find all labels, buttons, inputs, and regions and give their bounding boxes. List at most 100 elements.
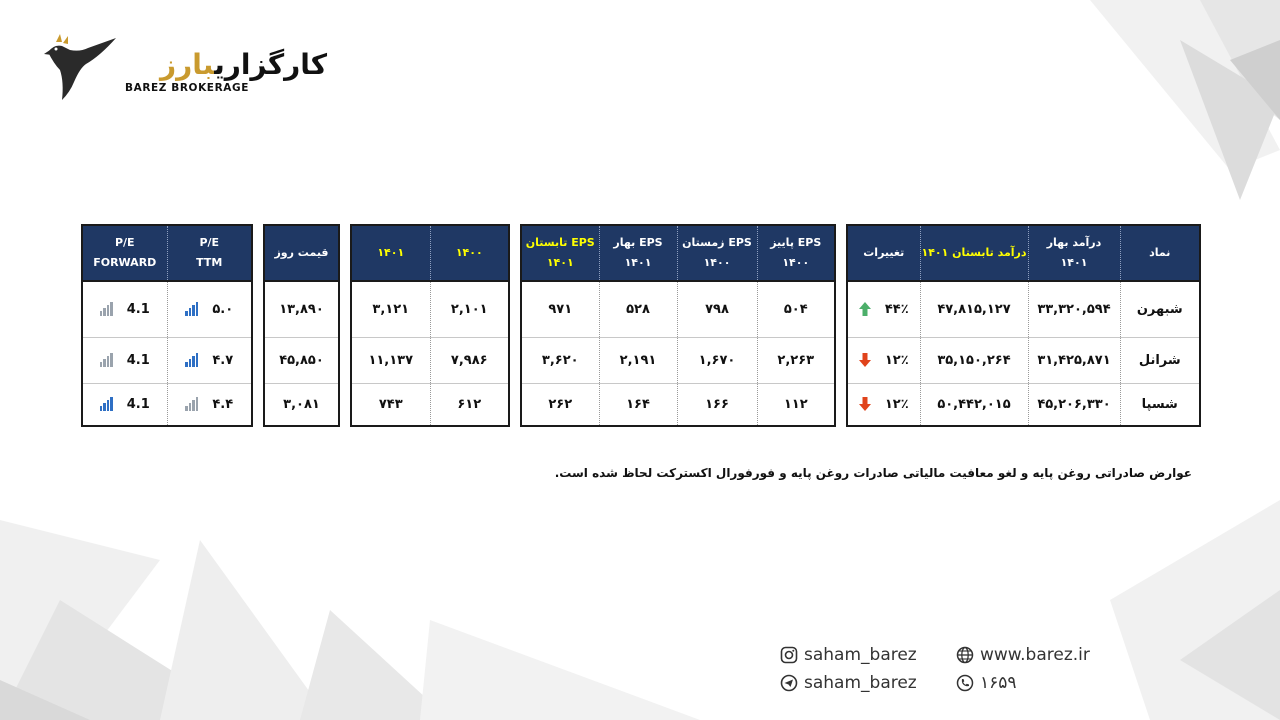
eps-cell: ۵۲۸ [598,280,678,337]
header-year-1401: ۱۴۰۱ [350,225,431,281]
eps-cell: ۱,۶۷۰ [676,336,758,383]
summer-revenue-cell: ۵۰,۴۴۲,۰۱۵ [919,382,1029,426]
symbol-cell: شبهرن [1119,280,1201,337]
pe-forward-cell: 4.1 [81,336,168,383]
yearly-table: ۱۴۰۰ ۱۴۰۱ ۲,۱۰۱ ۳,۱۲۱ ۷,۹۸۶ ۱۱,۱۳۷ ۶۱۲ ۷… [350,224,510,427]
website-contact[interactable]: www.barez.ir [956,645,1090,665]
table-row: ۲,۲۶۳ ۱,۶۷۰ ۲,۱۹۱ ۳,۶۲۰ [520,336,836,383]
phone-icon [956,674,974,692]
pe-forward-cell: 4.1 [81,280,168,337]
price-table: قیمت روز ۱۳,۸۹۰ ۴۵,۸۵۰ ۳,۰۸۱ [263,224,340,427]
arrow-down-icon [858,353,871,367]
telegram-icon [780,674,798,692]
header-eps-summer: EPS تابستان ۱۴۰۱ [520,225,600,281]
year-cell: ۱۱,۱۳۷ [350,336,431,383]
bar-chart-bar [192,305,195,317]
brand-name-en: BAREZ BROKERAGE [125,82,249,94]
eps-cell: ۳,۶۲۰ [520,336,600,383]
table-row: ۱۳,۸۹۰ [263,280,340,337]
year-cell: ۳,۱۲۱ [350,280,431,337]
change-value: ۱۲٪ [884,396,909,412]
symbol-cell: شسپا [1119,382,1201,426]
bar-chart-bar [195,353,199,367]
eps-cell: ۲۶۲ [520,382,600,426]
bar-chart-bar [188,403,192,412]
header-pe-ttm: P/E TTM [166,225,253,281]
bar-chart-bar [110,353,113,367]
phone-contact[interactable]: ۱۶۵۹ [956,673,1017,693]
instagram-icon [780,646,798,664]
summer-revenue-cell: ۳۵,۱۵۰,۲۶۴ [919,336,1029,383]
bar-chart-bar [185,406,188,412]
header-symbol: نماد [1119,225,1201,281]
header-change: تغییرات [846,225,921,281]
table-row: ۲,۱۰۱ ۳,۱۲۱ [350,280,510,337]
bar-chart-icon [185,302,199,317]
year-cell: ۲,۱۰۱ [429,280,510,337]
brand-name-fa-main: کارگزاری [214,48,328,81]
table-row: ۵۰۴ ۷۹۸ ۵۲۸ ۹۷۱ [520,280,836,337]
price-cell: ۱۳,۸۹۰ [263,280,340,337]
year-cell: ۶۱۲ [429,382,510,426]
table-row: ۶۱۲ ۷۴۳ [350,382,510,426]
bar-chart-bar [106,356,110,367]
globe-icon [956,646,974,664]
bar-chart-bar [103,359,106,367]
change-value: ۱۲٪ [884,352,909,368]
bar-chart-bar [103,403,106,412]
eps-cell: ۲,۲۶۳ [756,336,836,383]
year-cell: ۷۴۳ [350,382,431,426]
price-cell: ۴۵,۸۵۰ [263,336,340,383]
price-cell: ۳,۰۸۱ [263,382,340,426]
telegram-contact[interactable]: saham_barez [780,673,917,693]
instagram-contact[interactable]: saham_barez [780,645,917,665]
bar-chart-bar [106,305,110,317]
eps-cell: ۵۰۴ [756,280,836,337]
telegram-handle: saham_barez [804,673,917,693]
revenue-table: نماد درآمد بهار ۱۴۰۱ درآمد تابستان ۱۴۰۱ ت… [846,224,1201,427]
bar-chart-bar [188,359,192,367]
bar-chart-bar [192,400,195,412]
instagram-handle: saham_barez [804,645,917,665]
eps-cell: ۷۹۸ [676,280,758,337]
arrow-down-icon [858,397,871,412]
table-row: ۴.۷ 4.1 [81,336,253,383]
bar-chart-bar [195,302,199,317]
bar-chart-icon [99,302,113,317]
bar-chart-bar [192,356,195,367]
change-cell: ۴۴٪ [846,280,921,337]
bar-chart-bar [99,406,103,412]
header-eps-spring: EPS بهار ۱۴۰۱ [598,225,678,281]
table-row: ۱۱۲ ۱۶۶ ۱۶۴ ۲۶۲ [520,382,836,426]
phone-number: ۱۶۵۹ [980,673,1017,693]
brand-name-fa: کارگزاریبارز [160,48,327,82]
footnote: عوارض صادراتی روغن پایه و لغو معافیت مال… [554,466,1192,480]
bar-chart-bar [110,397,113,412]
change-cell: ۱۲٪ [846,336,921,383]
table-row: ۳,۰۸۱ [263,382,340,426]
table-row: ۴.۴ 4.1 [81,382,253,426]
pe-ttm-cell: ۴.۷ [166,336,253,383]
header-spring-revenue: درآمد بهار ۱۴۰۱ [1027,225,1121,281]
bar-chart-icon [99,397,113,412]
change-cell: ۱۲٪ [846,382,921,426]
pe-ttm-cell: ۵.۰ [166,280,253,337]
bar-chart-bar [188,308,192,317]
pe-ttm-cell: ۴.۴ [166,382,253,426]
header-pe-forward: P/E FORWARD [81,225,168,281]
symbol-cell: شرانل [1119,336,1201,383]
bar-chart-bar [195,397,199,412]
spring-revenue-cell: ۳۱,۴۲۵,۸۷۱ [1027,336,1121,383]
pe-table: P/E TTM P/E FORWARD ۵.۰ 4.1 ۴.۷ 4.1 ۴.۴ 4.… [81,224,253,427]
summer-revenue-cell: ۴۷,۸۱۵,۱۲۷ [919,280,1029,337]
eps-cell: ۱۶۶ [676,382,758,426]
eps-cell: ۱۱۲ [756,382,836,426]
header-eps-winter: EPS زمستان ۱۴۰۰ [676,225,758,281]
eps-cell: ۱۶۴ [598,382,678,426]
table-row: شبهرن ۳۳,۳۲۰,۵۹۴ ۴۷,۸۱۵,۱۲۷ ۴۴٪ [846,280,1201,337]
table-row: شسپا ۴۵,۲۰۶,۳۳۰ ۵۰,۴۴۲,۰۱۵ ۱۲٪ [846,382,1201,426]
eps-cell: ۹۷۱ [520,280,600,337]
arrow-up-icon [858,302,871,317]
header-summer-revenue: درآمد تابستان ۱۴۰۱ [919,225,1029,281]
table-row: ۷,۹۸۶ ۱۱,۱۳۷ [350,336,510,383]
